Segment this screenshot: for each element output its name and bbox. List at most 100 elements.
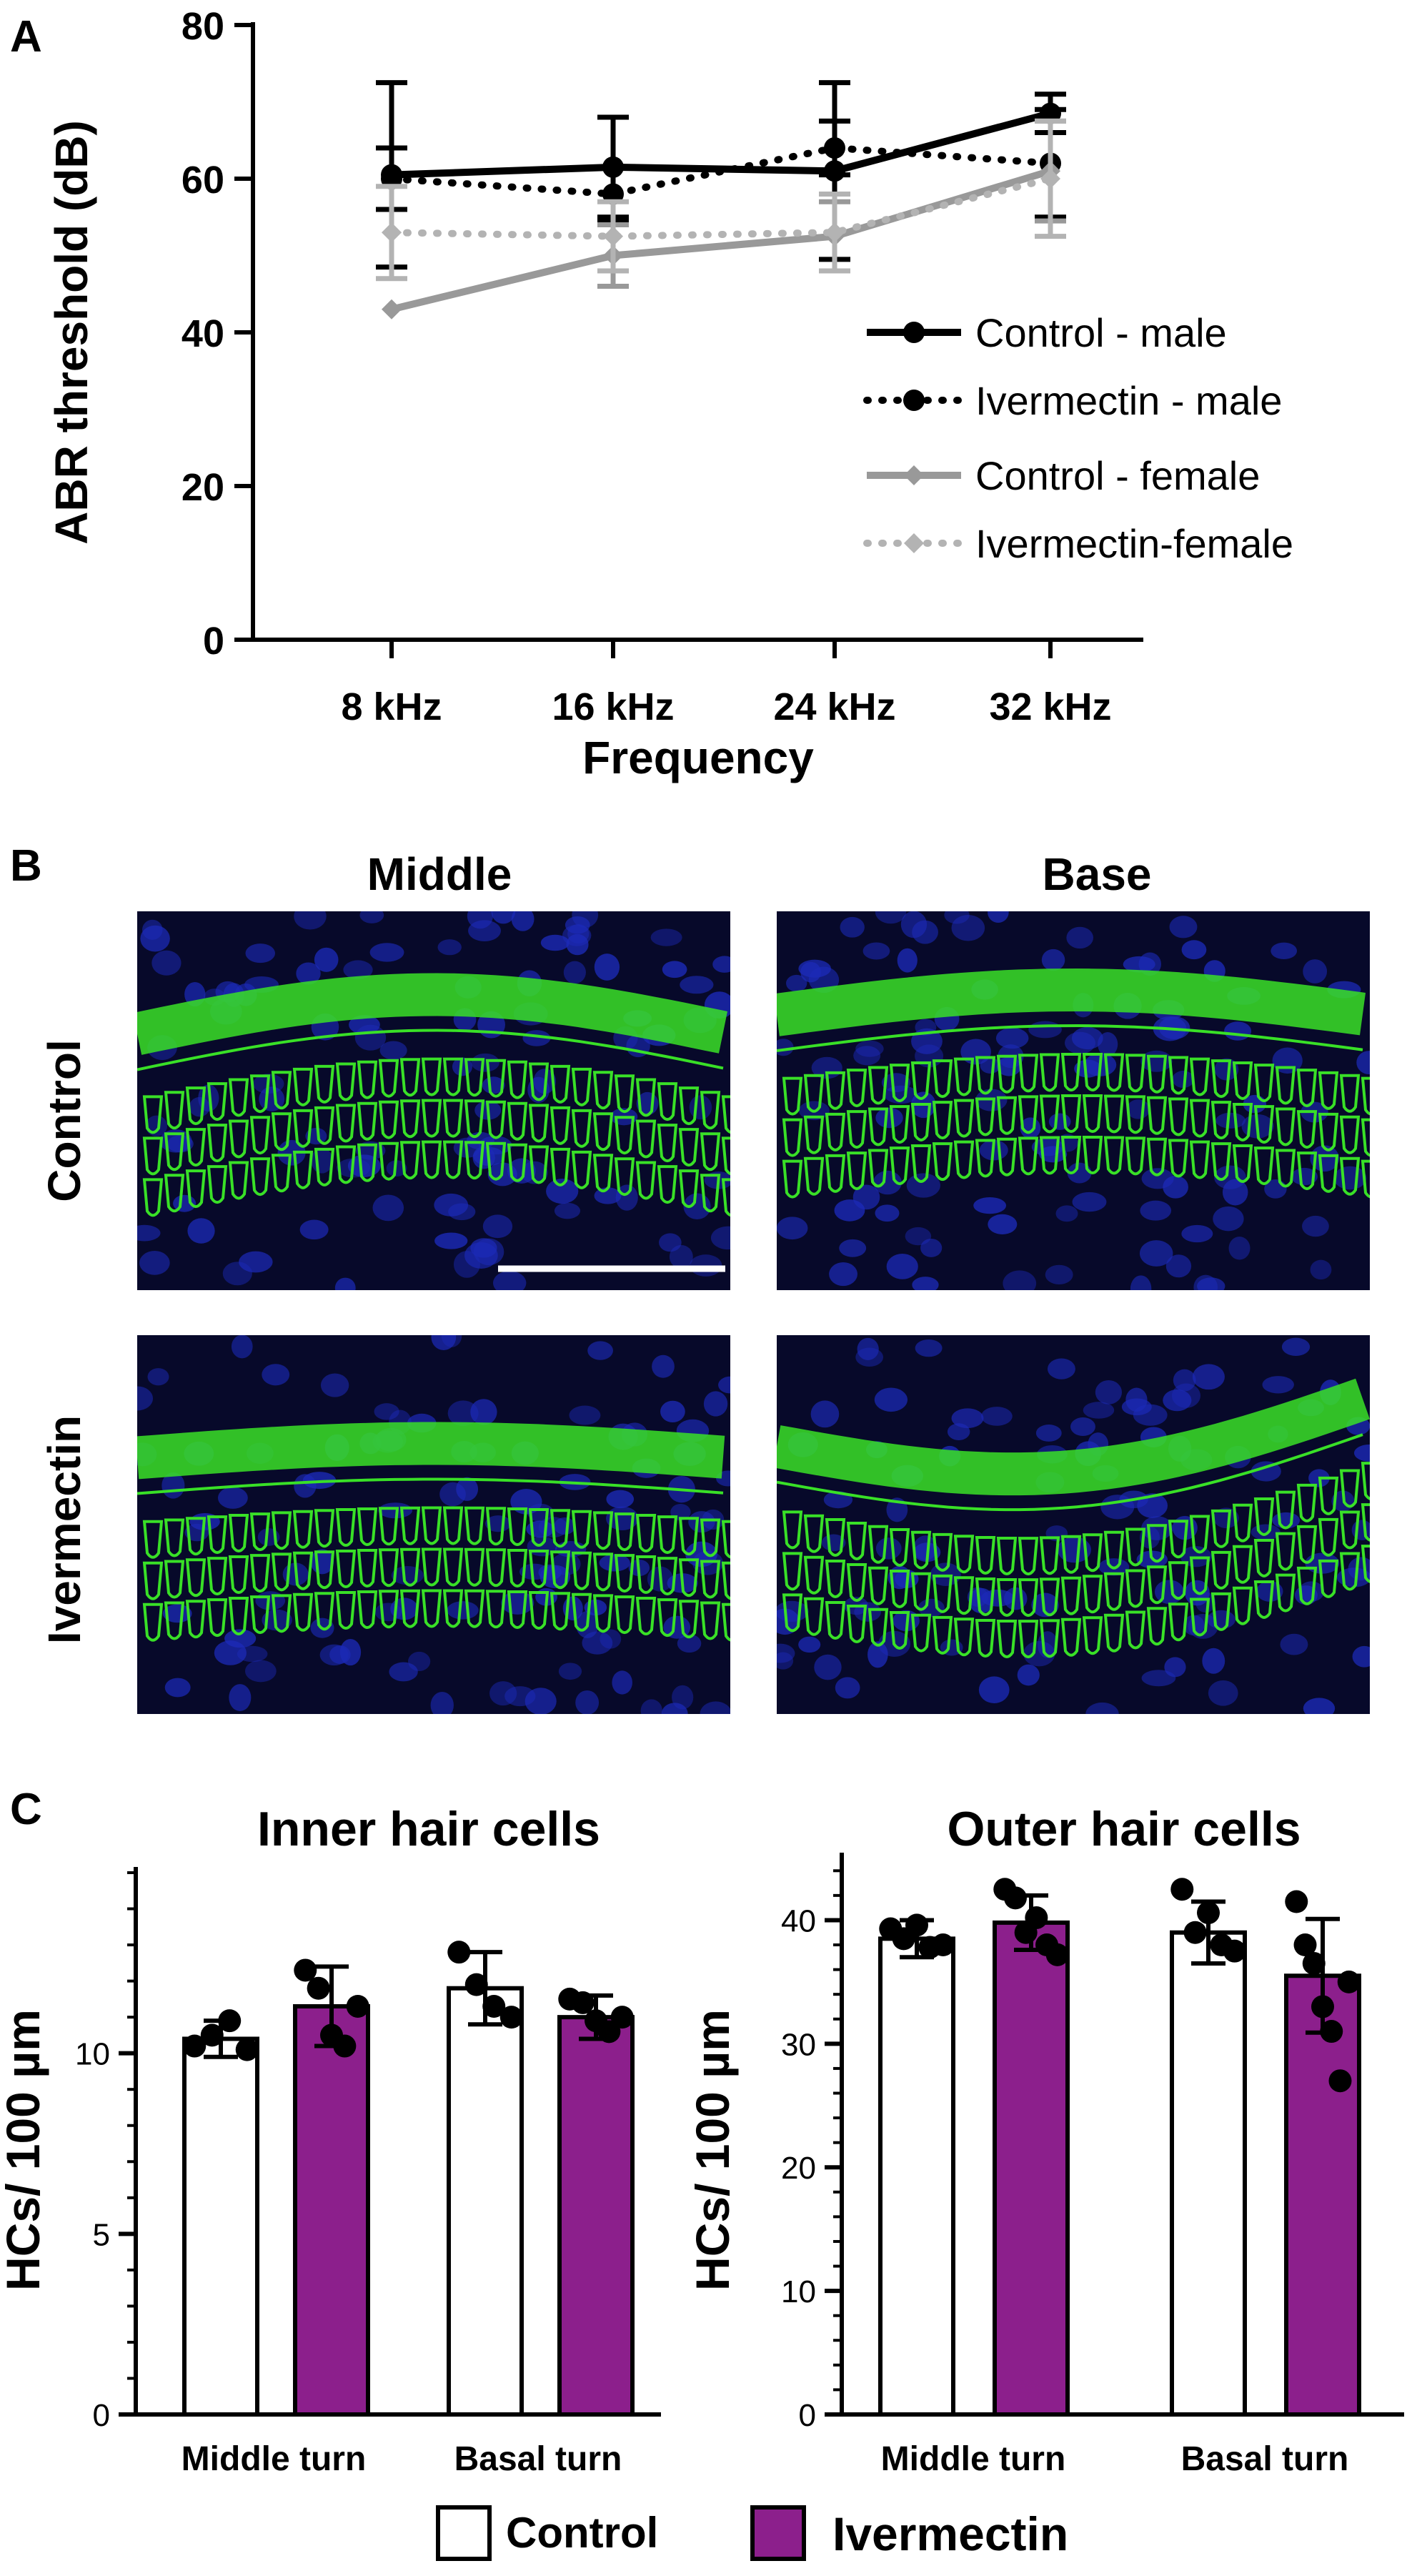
- outer-hair-cell: [700, 1091, 721, 1130]
- micrograph-control-base: [777, 911, 1370, 1290]
- nucleus: [659, 1233, 682, 1252]
- outer-hair-cell: [721, 1561, 730, 1600]
- bar-control-basal-turn: [447, 1941, 524, 2417]
- data-point: [307, 1976, 330, 2000]
- nucleus: [320, 1373, 349, 1397]
- outer-hair-cell: [1082, 1136, 1103, 1175]
- outer-hair-cell: [1361, 1503, 1370, 1542]
- outer-hair-cell: [1318, 1476, 1339, 1515]
- outer-hair-cell: [803, 1514, 825, 1553]
- nucleus: [294, 1474, 317, 1498]
- nucleus: [1173, 1369, 1196, 1392]
- outer-hair-cell-rows: [782, 1053, 1370, 1199]
- outer-hair-cell: [185, 1128, 207, 1167]
- nucleus: [1028, 1021, 1062, 1039]
- outer-hair-cell: [996, 1578, 1018, 1617]
- outer-hair-cell: [335, 1104, 357, 1143]
- outer-hair-cell: [1125, 1569, 1146, 1608]
- nucleus: [834, 1199, 865, 1222]
- outer-hair-cell: [1275, 1532, 1296, 1571]
- nucleus: [840, 916, 865, 938]
- outer-hair-cell: [932, 1532, 953, 1572]
- nucleus: [1031, 1592, 1059, 1618]
- outer-hair-cell: [507, 1507, 528, 1547]
- nucleus: [1208, 1680, 1238, 1706]
- outer-hair-cell: [378, 1590, 399, 1629]
- nucleus: [1165, 1254, 1192, 1278]
- nucleus: [1039, 1146, 1068, 1163]
- outer-hair-cell: [357, 1507, 378, 1547]
- outer-hair-cell: [1210, 1509, 1232, 1548]
- outer-hair-cell: [1060, 1136, 1082, 1175]
- nucleus: [672, 1685, 694, 1710]
- micrograph-grid: Middle Base Control Ivermectin: [39, 848, 1370, 1714]
- outer-hair-cell: [657, 1598, 678, 1638]
- outer-hair-cell: [700, 1174, 721, 1213]
- outer-hair-cell: [867, 1066, 889, 1105]
- nucleus: [1298, 1581, 1325, 1602]
- data-point: [346, 1994, 369, 2018]
- x-tick-label-24-khz: 24 kHz: [773, 685, 895, 728]
- x-tick-label-16-khz: 16 kHz: [552, 685, 674, 728]
- nucleus: [311, 1147, 333, 1174]
- outer-hair-cell: [228, 1078, 249, 1117]
- nucleus: [1083, 1402, 1115, 1419]
- nucleus: [431, 1335, 457, 1350]
- legend-marker: [903, 390, 925, 411]
- outer-hair-cell: [142, 1095, 164, 1134]
- nucleus: [1348, 1557, 1370, 1580]
- nucleus: [314, 947, 339, 972]
- outer-hair-cell: [399, 1506, 421, 1545]
- nucleus: [606, 1490, 635, 1509]
- outer-hair-cell: [571, 1551, 592, 1590]
- nucleus: [1213, 1507, 1239, 1529]
- outer-hair-cell: [1210, 1059, 1232, 1099]
- outer-hair-cell: [721, 1136, 730, 1176]
- nucleus: [1333, 1166, 1367, 1190]
- outer-hair-cell: [932, 1615, 953, 1655]
- nucleus: [1003, 1270, 1037, 1290]
- nucleus: [447, 1400, 479, 1427]
- outer-hair-cell: [1296, 1483, 1318, 1522]
- nucleus: [875, 1537, 902, 1560]
- series-line: [388, 144, 1054, 198]
- outer-hair-cell: [1082, 1094, 1103, 1134]
- nucleus: [1251, 1461, 1281, 1482]
- outer-hair-cell: [485, 1141, 507, 1181]
- data-point: [1311, 1995, 1334, 2018]
- nucleus: [1133, 1404, 1168, 1426]
- outer-hair-cell: [1296, 1110, 1318, 1149]
- outer-hair-cell-rows: [142, 1057, 730, 1217]
- nucleus: [973, 1197, 1007, 1214]
- inner-hair-cell-row: [137, 973, 728, 1055]
- outer-hair-cell: [1018, 1095, 1039, 1134]
- nucleus: [905, 1227, 932, 1246]
- nucleus: [1070, 1417, 1095, 1437]
- outer-hair-cell: [1318, 1071, 1339, 1110]
- bar-ivermectin-middle-turn: [293, 1958, 370, 2417]
- outer-hair-cell: [335, 1591, 357, 1630]
- nucleus: [231, 1335, 253, 1359]
- nucleus: [1127, 1099, 1150, 1119]
- outer-hair-cell: [507, 1101, 528, 1141]
- data-point: [1302, 1951, 1326, 1975]
- inner-hair-cells-chart: Inner hair cells HCs/ 100 µm 0 5 10 Middle tu…: [0, 1802, 661, 2478]
- nucleus: [491, 911, 516, 924]
- nucleus: [835, 1677, 860, 1699]
- outer-hair-cell: [185, 1558, 207, 1597]
- outer-hair-cell: [953, 1140, 975, 1179]
- outer-hair-cell: [635, 1161, 657, 1200]
- outer-hair-cell-rows: [782, 1462, 1370, 1659]
- series-line: [388, 175, 1054, 240]
- legend: Control - male Ivermectin - male Control -…: [863, 310, 1293, 566]
- outer-hair-cell: [271, 1594, 292, 1633]
- data-point: [610, 2006, 634, 2029]
- nucleus: [912, 1277, 939, 1290]
- outer-hair-cell: [614, 1157, 635, 1197]
- nucleus: [389, 1662, 418, 1682]
- nucleus: [786, 974, 807, 992]
- nucleus: [777, 1608, 800, 1635]
- data-point: [1003, 1886, 1027, 1910]
- outer-hair-cell: [1275, 1490, 1296, 1530]
- outer-hair-cell: [996, 1096, 1018, 1135]
